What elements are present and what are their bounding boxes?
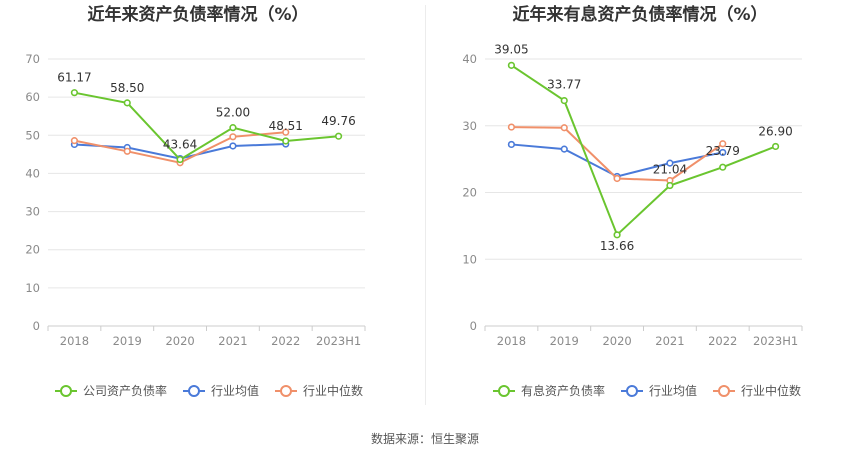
x-tick-label: 2019 <box>113 334 142 348</box>
x-tick-label: 2021 <box>655 334 684 348</box>
chart-divider <box>425 5 426 405</box>
data-label: 49.76 <box>321 114 355 128</box>
data-label: 52.00 <box>216 106 250 120</box>
data-point[interactable] <box>229 124 237 132</box>
data-point[interactable] <box>282 128 290 136</box>
y-tick-label: 70 <box>25 52 40 66</box>
legend-marker-icon <box>498 385 510 397</box>
data-label: 23.79 <box>706 144 740 158</box>
data-point[interactable] <box>70 137 79 145</box>
legend-label: 行业中位数 <box>303 383 363 398</box>
y-tick-label: 30 <box>25 205 40 219</box>
x-tick-label: 2023H1 <box>316 334 361 348</box>
data-point[interactable] <box>666 181 674 190</box>
x-tick-label: 2020 <box>602 334 631 348</box>
chart-title: 近年来资产负债率情况（%） <box>87 4 308 25</box>
data-label: 61.17 <box>57 71 91 85</box>
legend-label: 行业中位数 <box>741 383 801 398</box>
data-point[interactable] <box>334 132 343 140</box>
debt-ratio-chart: 近年来资产负债率情况（%） 0 10 20 30 40 50 60 70 2018 2019 2020… <box>25 4 366 398</box>
series-line-0 <box>74 91 339 161</box>
y-tick-label: 0 <box>470 319 477 333</box>
x-tick-label: 2020 <box>165 334 194 348</box>
legend-marker-icon <box>718 385 730 397</box>
data-label: 39.05 <box>494 42 528 56</box>
data-source-note: 数据来源：恒生聚源 <box>370 432 479 446</box>
legend-label: 有息资产负债率 <box>521 383 605 398</box>
legend-label: 行业均值 <box>649 383 697 398</box>
data-label: 13.66 <box>600 239 634 253</box>
interest-bearing-debt-ratio-chart: 近年来有息资产负债率情况（%） 0 10 20 30 40 2018 2019 2020 2021… <box>462 4 803 398</box>
y-tick-label: 10 <box>462 252 477 266</box>
data-point[interactable] <box>282 137 290 145</box>
data-label: 26.90 <box>758 124 792 138</box>
data-label: 33.77 <box>547 78 581 92</box>
data-point[interactable] <box>70 89 79 97</box>
y-tick-label: 10 <box>25 281 40 295</box>
y-tick-label: 30 <box>462 119 477 133</box>
y-tick-label: 0 <box>33 319 40 333</box>
y-tick-label: 20 <box>25 243 40 257</box>
data-point[interactable] <box>613 231 621 239</box>
legend-item-2[interactable]: 行业中位数 <box>275 383 363 398</box>
data-point[interactable] <box>123 147 131 155</box>
data-label: 43.64 <box>163 138 197 152</box>
x-tick-label: 2018 <box>497 334 526 348</box>
legend-item-2[interactable]: 行业中位数 <box>713 383 801 398</box>
legend-label: 行业均值 <box>211 383 259 398</box>
data-label: 58.50 <box>110 81 144 95</box>
y-tick-label: 50 <box>25 128 40 142</box>
y-tick-label: 40 <box>25 166 40 180</box>
x-tick-label: 2021 <box>218 334 247 348</box>
x-tick-label: 2022 <box>708 334 737 348</box>
x-tick-label: 2022 <box>271 334 300 348</box>
legend-item-0[interactable]: 公司资产负债率 <box>55 383 167 398</box>
data-point[interactable] <box>507 123 516 131</box>
legend-item-0[interactable]: 有息资产负债率 <box>493 383 605 398</box>
data-point[interactable] <box>719 163 727 171</box>
x-tick-label: 2023H1 <box>753 334 798 348</box>
series-line-1 <box>511 143 723 178</box>
legend-item-1[interactable]: 行业均值 <box>183 383 259 398</box>
data-point[interactable] <box>229 142 237 150</box>
data-point[interactable] <box>719 148 727 157</box>
x-tick-label: 2019 <box>550 334 579 348</box>
data-point[interactable] <box>229 133 237 141</box>
data-point[interactable] <box>771 142 780 151</box>
legend-marker-icon <box>626 385 638 397</box>
y-tick-label: 60 <box>25 90 40 104</box>
data-point[interactable] <box>507 140 516 149</box>
data-point[interactable] <box>560 96 568 105</box>
data-point[interactable] <box>666 159 674 167</box>
data-point[interactable] <box>719 140 727 148</box>
data-point[interactable] <box>560 145 568 153</box>
data-point[interactable] <box>613 174 621 183</box>
y-tick-label: 20 <box>462 186 477 200</box>
data-point[interactable] <box>560 124 568 132</box>
legend-item-1[interactable]: 行业均值 <box>621 383 697 398</box>
data-label: 21.04 <box>653 163 687 177</box>
data-point[interactable] <box>123 99 131 107</box>
data-label: 48.51 <box>269 119 303 133</box>
legend-marker-icon <box>188 385 200 397</box>
data-point[interactable] <box>176 155 184 164</box>
legend-marker-icon <box>60 385 72 397</box>
series-line-2 <box>511 126 724 182</box>
series-line-0 <box>510 64 776 237</box>
data-point[interactable] <box>507 61 516 69</box>
x-tick-label: 2018 <box>60 334 89 348</box>
legend-label: 公司资产负债率 <box>83 383 167 398</box>
legend-marker-icon <box>280 385 292 397</box>
y-tick-label: 40 <box>462 52 477 66</box>
chart-title: 近年来有息资产负债率情况（%） <box>512 4 767 25</box>
